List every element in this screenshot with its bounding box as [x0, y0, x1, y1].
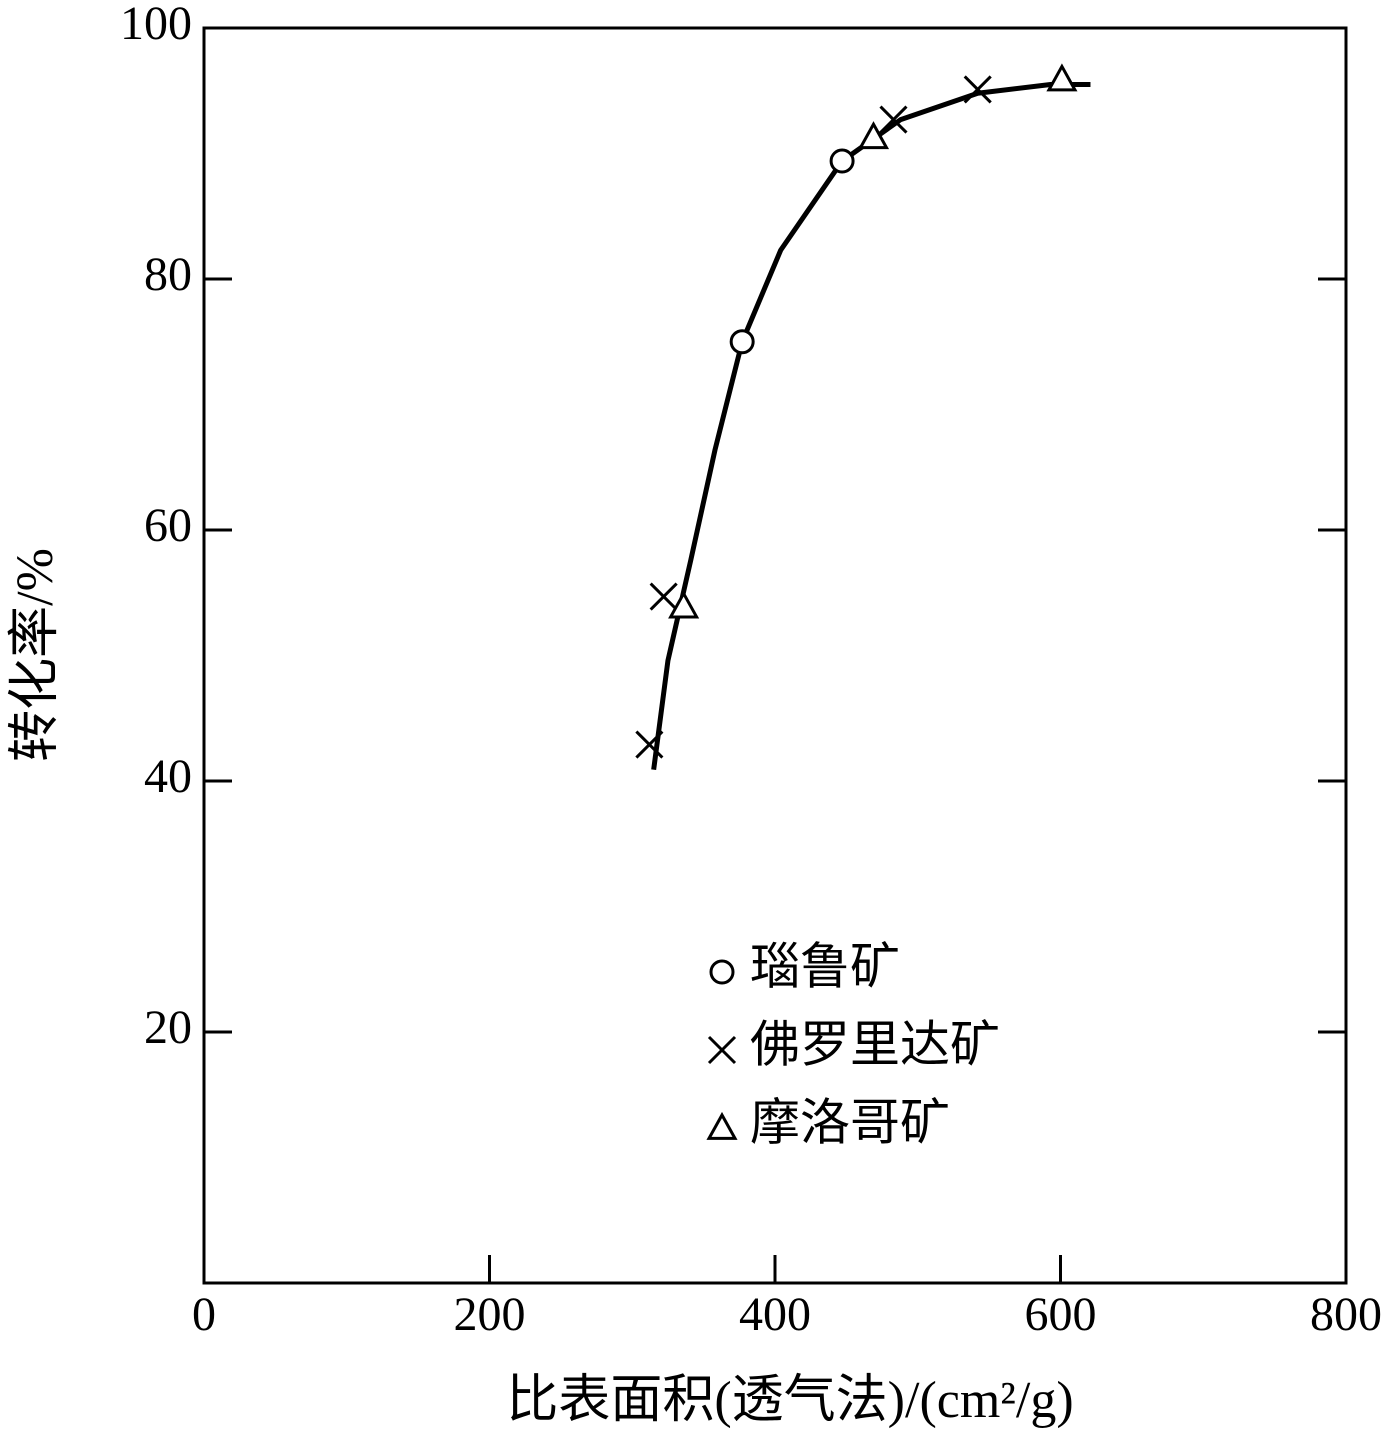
fit-curve: [651, 81, 1091, 771]
y-tick-label: 100: [120, 0, 192, 50]
y-tick-label: 60: [144, 499, 192, 552]
data-point: [635, 730, 664, 759]
data-point: [649, 582, 678, 611]
legend-label: 佛罗里达矿: [750, 1016, 1000, 1072]
y-tick-label: 40: [144, 750, 192, 803]
x-tick-label: 600: [1025, 1288, 1097, 1341]
data-point: [829, 148, 855, 174]
x-tick-label: 400: [739, 1288, 811, 1341]
x-tick-label: 800: [1310, 1288, 1382, 1341]
y-tick-label: 80: [144, 248, 192, 301]
legend-marker: [709, 959, 735, 985]
y-axis-label: 转化率/%: [7, 548, 64, 762]
x-axis-label: 比表面积(透气法)/(cm²/g): [506, 1372, 1073, 1429]
legend-label: 瑙鲁矿: [750, 938, 900, 994]
data-point: [729, 329, 755, 355]
y-tick-label: 20: [144, 1001, 192, 1054]
data-point: [668, 590, 700, 619]
data-point: [857, 121, 890, 150]
data-point: [879, 105, 908, 134]
legend-marker: [707, 1035, 737, 1065]
data-point: [963, 75, 992, 104]
legend-marker: [706, 1111, 738, 1140]
legend-label: 摩洛哥矿: [750, 1094, 950, 1150]
data-point: [1046, 63, 1078, 92]
x-tick-label: 0: [192, 1288, 216, 1341]
x-tick-label: 200: [454, 1288, 526, 1341]
